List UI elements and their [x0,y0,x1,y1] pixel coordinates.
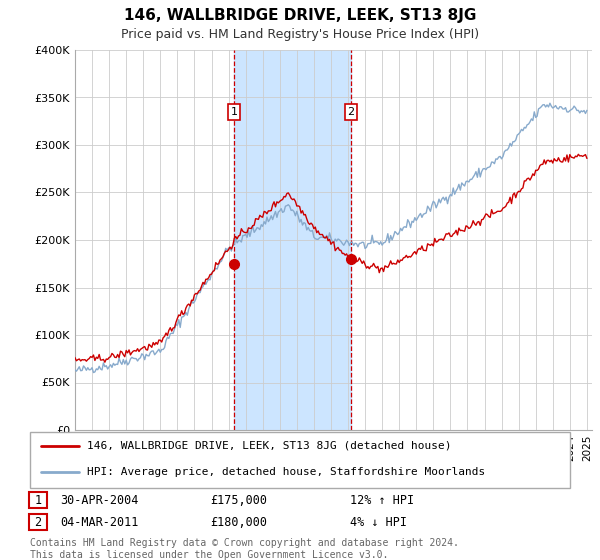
Text: 1: 1 [230,107,238,116]
Text: £175,000: £175,000 [210,493,267,506]
Text: 146, WALLBRIDGE DRIVE, LEEK, ST13 8JG: 146, WALLBRIDGE DRIVE, LEEK, ST13 8JG [124,8,476,23]
Text: This data is licensed under the Open Government Licence v3.0.: This data is licensed under the Open Gov… [30,550,388,560]
Text: 12% ↑ HPI: 12% ↑ HPI [350,493,414,506]
Text: 2: 2 [34,516,41,529]
Text: Contains HM Land Registry data © Crown copyright and database right 2024.: Contains HM Land Registry data © Crown c… [30,538,459,548]
Text: Price paid vs. HM Land Registry's House Price Index (HPI): Price paid vs. HM Land Registry's House … [121,28,479,41]
Text: 30-APR-2004: 30-APR-2004 [60,493,139,506]
Text: 2: 2 [347,107,355,116]
Text: £180,000: £180,000 [210,516,267,529]
Bar [234,50,351,430]
Text: 04-MAR-2011: 04-MAR-2011 [60,516,139,529]
Text: 146, WALLBRIDGE DRIVE, LEEK, ST13 8JG (detached house): 146, WALLBRIDGE DRIVE, LEEK, ST13 8JG (d… [86,441,451,451]
Text: 1: 1 [34,493,41,506]
Text: 4% ↓ HPI: 4% ↓ HPI [350,516,407,529]
Text: HPI: Average price, detached house, Staffordshire Moorlands: HPI: Average price, detached house, Staf… [86,467,485,477]
